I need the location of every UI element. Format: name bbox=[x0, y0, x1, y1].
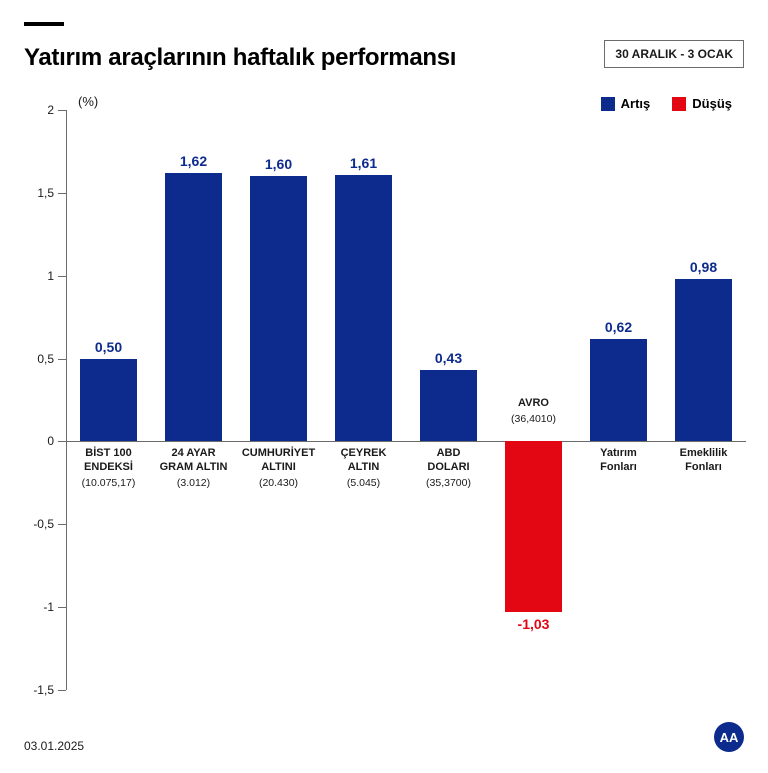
category-sublabel: (5.045) bbox=[347, 477, 380, 489]
y-tick bbox=[58, 441, 66, 442]
bar bbox=[505, 441, 563, 612]
category-sublabel: (20.430) bbox=[259, 477, 298, 489]
y-tick bbox=[58, 193, 66, 194]
y-axis-unit: (%) bbox=[78, 94, 98, 109]
y-tick-label: -1 bbox=[18, 600, 54, 614]
page-title: Yatırım araçlarının haftalık performansı bbox=[24, 44, 456, 72]
aa-logo-icon: AA bbox=[714, 722, 744, 757]
bar bbox=[335, 175, 393, 442]
bar-value-label: 0,43 bbox=[435, 350, 462, 366]
bar bbox=[590, 339, 648, 442]
category-label: ÇEYREKALTIN bbox=[341, 447, 387, 475]
category-label: BİST 100ENDEKSİ bbox=[84, 447, 133, 475]
category-sublabel: (36,4010) bbox=[511, 413, 556, 425]
date-range-box: 30 ARALIK - 3 OCAK bbox=[604, 40, 744, 68]
category-label: CUMHURİYETALTINI bbox=[242, 447, 315, 475]
category-label: EmeklilikFonları bbox=[680, 447, 728, 475]
bar bbox=[165, 173, 223, 441]
category-sublabel: (3.012) bbox=[177, 477, 210, 489]
y-tick-label: 1 bbox=[18, 269, 54, 283]
legend-rise-swatch bbox=[601, 97, 615, 111]
bar bbox=[420, 370, 478, 441]
y-axis bbox=[66, 110, 67, 690]
bar-value-label: -1,03 bbox=[518, 616, 550, 632]
bar bbox=[80, 359, 138, 442]
zero-line bbox=[66, 441, 746, 442]
svg-text:AA: AA bbox=[720, 730, 739, 745]
bar-chart: -1,5-1-0,500,511,520,50BİST 100ENDEKSİ(1… bbox=[66, 110, 746, 690]
footer-date: 03.01.2025 bbox=[24, 739, 84, 753]
y-tick-label: 0,5 bbox=[18, 352, 54, 366]
category-sublabel: (10.075,17) bbox=[82, 477, 136, 489]
y-tick-label: 0 bbox=[18, 434, 54, 448]
y-tick bbox=[58, 110, 66, 111]
bar-value-label: 0,98 bbox=[690, 259, 717, 275]
category-label: ABDDOLARI bbox=[427, 447, 469, 475]
bar bbox=[250, 176, 308, 441]
bar-value-label: 1,60 bbox=[265, 156, 292, 172]
y-tick-label: -1,5 bbox=[18, 683, 54, 697]
legend-rise: Artış bbox=[601, 96, 651, 111]
category-label: AVRO bbox=[518, 397, 549, 411]
legend: Artış Düşüş bbox=[601, 96, 732, 111]
y-tick bbox=[58, 690, 66, 691]
bar-value-label: 0,50 bbox=[95, 339, 122, 355]
y-tick-label: -0,5 bbox=[18, 517, 54, 531]
legend-fall-label: Düşüş bbox=[692, 96, 732, 111]
bar-value-label: 1,62 bbox=[180, 153, 207, 169]
bar-value-label: 0,62 bbox=[605, 319, 632, 335]
y-tick bbox=[58, 276, 66, 277]
header-dash bbox=[24, 22, 64, 26]
y-tick bbox=[58, 524, 66, 525]
y-tick-label: 1,5 bbox=[18, 186, 54, 200]
legend-fall: Düşüş bbox=[672, 96, 732, 111]
category-label: YatırımFonları bbox=[600, 447, 637, 475]
y-tick bbox=[58, 359, 66, 360]
bar-value-label: 1,61 bbox=[350, 155, 377, 171]
category-sublabel: (35,3700) bbox=[426, 477, 471, 489]
bar bbox=[675, 279, 733, 441]
legend-fall-swatch bbox=[672, 97, 686, 111]
y-tick bbox=[58, 607, 66, 608]
y-tick-label: 2 bbox=[18, 103, 54, 117]
plot-area: -1,5-1-0,500,511,520,50BİST 100ENDEKSİ(1… bbox=[66, 110, 746, 690]
category-label: 24 AYARGRAM ALTIN bbox=[160, 447, 228, 475]
legend-rise-label: Artış bbox=[621, 96, 651, 111]
